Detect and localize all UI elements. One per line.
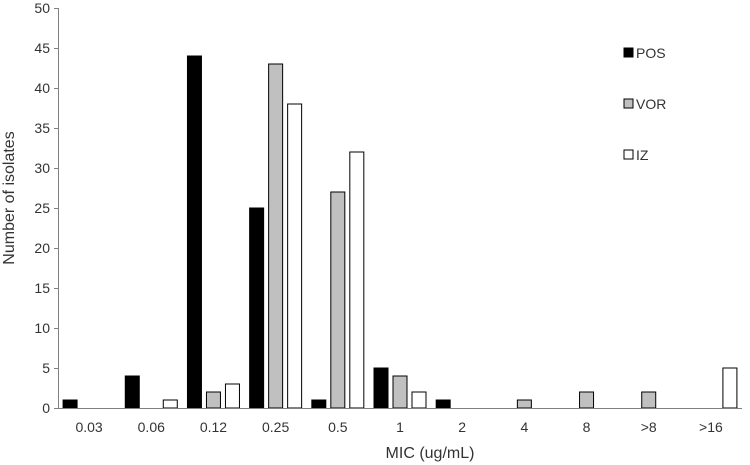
x-tick-label: 2 (458, 419, 466, 435)
bar-vor-4 (330, 191, 346, 409)
bar-series (62, 55, 738, 409)
x-tick-label: 8 (583, 419, 591, 435)
x-tick-label: 0.03 (75, 419, 102, 435)
legend-swatch-iz (623, 149, 634, 160)
y-tick-label: 35 (34, 120, 50, 136)
y-axis-title: Number of isolates (1, 131, 18, 264)
y-tick-label: 50 (34, 0, 50, 16)
x-tick-label: 4 (520, 419, 528, 435)
bar-pos-3 (249, 207, 265, 409)
y-tick-label: 10 (34, 320, 50, 336)
y-tick-label: 45 (34, 40, 50, 56)
bar-pos-5 (373, 367, 389, 409)
bar-vor-5 (392, 375, 408, 409)
bar-iz-1 (162, 399, 178, 409)
bar-pos-6 (435, 399, 451, 409)
x-tick-label: 0.06 (138, 419, 165, 435)
bar-iz-10 (722, 367, 738, 409)
x-tick-label: >8 (641, 419, 657, 435)
x-axis-ticks: 0.03 0.06 0.12 0.25 0.5 1 2 4 8 >8 >16 (75, 419, 723, 435)
bar-vor-7 (516, 399, 532, 409)
y-tick-label: 15 (34, 280, 50, 296)
bar-iz-3 (287, 103, 303, 409)
y-tick-label: 25 (34, 200, 50, 216)
legend-label-vor: VOR (636, 96, 666, 112)
y-tick-label: 20 (34, 240, 50, 256)
bar-pos-1 (124, 375, 140, 409)
bar-vor-2 (205, 391, 221, 409)
legend-swatch-pos (623, 47, 634, 58)
y-tick-label: 5 (42, 360, 50, 376)
x-tick-label: >16 (699, 419, 723, 435)
legend-swatch-vor (623, 98, 634, 109)
y-axis-ticks: 0 5 10 15 20 25 30 35 40 45 50 (34, 0, 58, 416)
bar-iz-5 (411, 391, 427, 409)
bar-pos-4 (311, 399, 327, 409)
y-tick-label: 40 (34, 80, 50, 96)
y-tick-label: 30 (34, 160, 50, 176)
bar-vor-8 (579, 391, 595, 409)
legend-label-pos: POS (636, 45, 666, 61)
x-tick-label: 0.12 (200, 419, 227, 435)
bar-iz-2 (224, 383, 240, 409)
bar-vor-3 (268, 63, 284, 409)
legend: POS VOR IZ (623, 45, 666, 163)
x-tick-label: 0.25 (262, 419, 289, 435)
bar-vor-9 (641, 391, 657, 409)
bar-pos-2 (186, 55, 202, 409)
bar-pos-0 (62, 399, 78, 409)
x-axis-title: MIC (ug/mL) (386, 445, 475, 462)
y-tick-label: 0 (42, 400, 50, 416)
x-tick-label: 1 (396, 419, 404, 435)
legend-label-iz: IZ (636, 147, 649, 163)
x-tick-label: 0.5 (328, 419, 348, 435)
bar-iz-4 (349, 151, 365, 409)
